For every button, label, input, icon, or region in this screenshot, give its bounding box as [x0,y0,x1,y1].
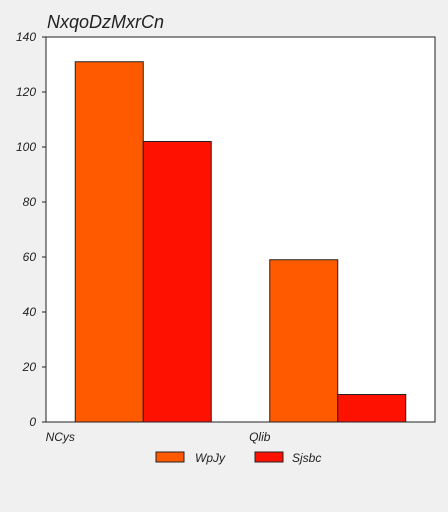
y-tick-label: 60 [23,250,37,264]
bar-sjsbc-qlib[interactable] [337,394,407,423]
legend-label-wpjy: WpJy [195,451,226,465]
bars-group [74,61,407,423]
y-tick-label: 40 [23,305,37,319]
legend-label-sjsbc: Sjsbc [292,451,321,465]
bar-wpjy-qlib[interactable] [269,259,339,423]
bar-wpjy-ncys[interactable] [74,61,144,423]
legend-swatch-wpjy [155,451,185,463]
y-tick-label: 80 [23,195,37,209]
legend-swatch-sjsbc [254,451,284,463]
y-axis: 0 20 40 60 80 100 120 140 [16,30,46,429]
bar-sjsbc-ncys[interactable] [142,141,212,423]
y-tick-label: 20 [22,360,37,374]
y-tick-label: 140 [16,30,36,44]
x-tick-label: NCys [46,430,75,444]
y-tick-label: 100 [16,140,36,154]
y-tick-label: 120 [16,85,36,99]
legend: WpJy Sjsbc [155,451,321,465]
chart-title: NxqoDzMxrCn [47,12,164,32]
y-tick-label: 0 [29,415,36,429]
x-axis: NCys Qlib [46,430,271,444]
x-tick-label: Qlib [249,430,271,444]
